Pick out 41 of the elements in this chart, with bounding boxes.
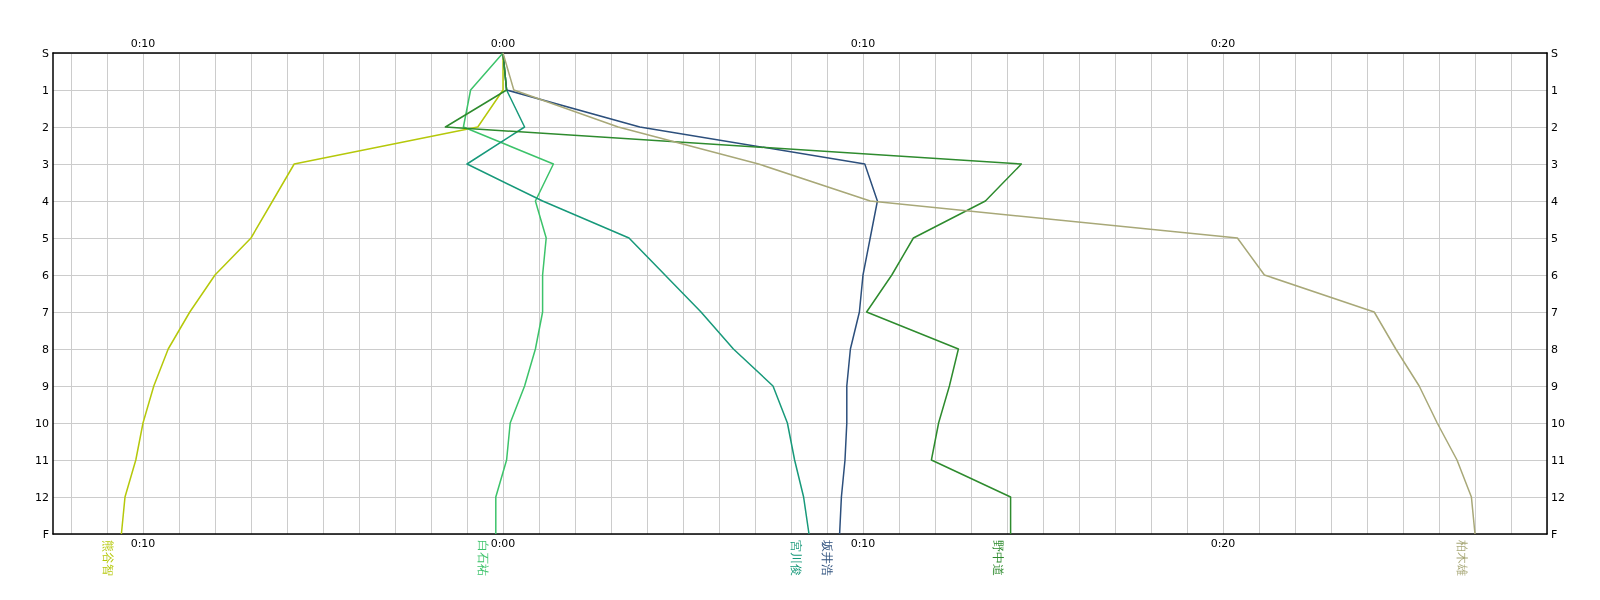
y-tick-label: 11	[1551, 453, 1565, 467]
x-tick-label: 0:20	[1210, 537, 1236, 550]
y-tick-label: 10	[1551, 416, 1565, 430]
y-tick-label: 4	[1551, 194, 1558, 208]
x-tick-label: 0:10	[850, 537, 876, 550]
text: 柏木雄	[1455, 539, 1469, 576]
text: 白石祐	[475, 540, 490, 576]
x-tick-label: 0:00	[490, 537, 516, 550]
category-label: 12	[42, 83, 49, 134]
text: 宮川俊	[789, 540, 803, 576]
y-tick-label: F	[1551, 527, 1558, 541]
category-label: S	[42, 46, 49, 60]
category-label: 11	[35, 453, 49, 467]
category-label: 6	[42, 268, 49, 282]
category-label: 8	[42, 342, 49, 356]
y-tick-label: 12	[1551, 490, 1565, 504]
category-label: 4	[42, 194, 49, 208]
y-tick-label: 9	[1551, 379, 1558, 393]
y-tick-label: 3	[1551, 157, 1558, 171]
category-label: 10	[35, 416, 49, 430]
category-label: 12	[35, 490, 49, 504]
category-label: 7	[42, 305, 49, 319]
x2-tick-label: 0:20	[1210, 37, 1236, 50]
x2-tick-label: 0:00	[490, 37, 516, 50]
y-tick-label: 5	[1551, 231, 1558, 245]
category-label: F	[42, 527, 49, 541]
y-tick-label: 8	[1551, 342, 1558, 356]
text: 坂井浩	[819, 539, 834, 576]
text: 熊谷智	[101, 540, 116, 576]
text: 野中道	[990, 540, 1005, 576]
y-tick-label: 6	[1551, 268, 1558, 282]
category-label: 3	[42, 157, 49, 171]
category-label: 5	[42, 231, 49, 245]
y-tick-label: 1	[1551, 83, 1558, 97]
x2-tick-label: 0:10	[130, 37, 156, 50]
x2-tick-label: 0:10	[850, 37, 876, 50]
category-label: 9	[42, 379, 49, 393]
y-tick-label: 7	[1551, 305, 1558, 319]
y-tick-label: S	[1551, 46, 1558, 60]
y-tick-label: 2	[1551, 120, 1558, 134]
x-tick-label: 0:10	[130, 537, 156, 550]
